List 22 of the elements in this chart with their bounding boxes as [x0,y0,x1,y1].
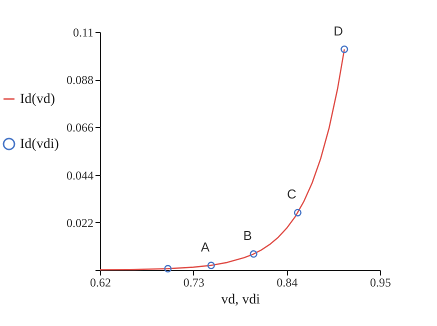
x-tick-label: 0.73 [183,276,204,290]
annotation: A [200,239,210,254]
point [207,262,215,270]
y-tick-label: 0.11 [72,26,94,40]
annotation: D [334,23,344,38]
line-series [99,48,346,270]
annotation: B [243,228,252,243]
y-tick-label: 0.066 [66,120,94,135]
y-tick-label: 0.022 [66,216,94,230]
x-tick-label: 0.95 [370,276,391,290]
point [340,46,348,54]
legend-label: Id(vd) [20,92,56,107]
x-tick-label: 0.84 [276,276,298,290]
legend-label: Id(vdi) [20,137,60,152]
point [164,264,172,273]
point [250,250,258,258]
x-tick-label: 0.62 [90,276,111,290]
x-axis-title: vd, vdi [221,292,260,308]
annotation: C [287,186,296,202]
y-tick-label: 0.044 [66,168,94,182]
point [294,208,302,216]
y-tick-label: 0.088 [66,73,94,88]
